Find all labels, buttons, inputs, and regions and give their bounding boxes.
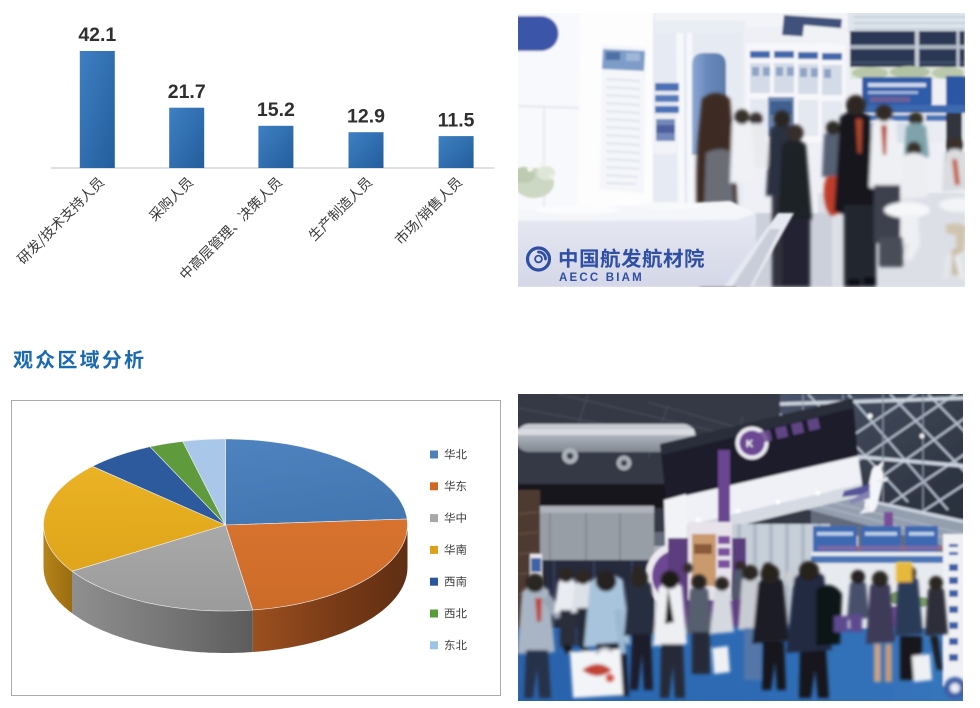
svg-text:K: K: [746, 439, 754, 450]
svg-text:42.1: 42.1: [78, 24, 116, 46]
svg-text:15.2: 15.2: [257, 99, 295, 121]
svg-text:11.5: 11.5: [438, 110, 475, 132]
svg-text:12.9: 12.9: [347, 106, 385, 128]
svg-text:21.7: 21.7: [168, 81, 206, 103]
svg-text:AECC BIAM: AECC BIAM: [559, 272, 644, 284]
